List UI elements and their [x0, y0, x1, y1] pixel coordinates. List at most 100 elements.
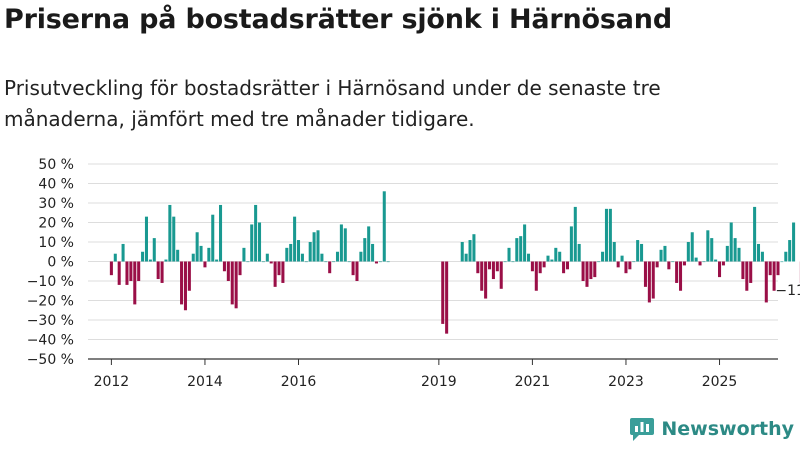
bar — [230, 261, 234, 305]
bar — [242, 247, 246, 262]
bar — [148, 259, 152, 262]
bar — [176, 249, 180, 262]
bar — [304, 261, 308, 263]
bar — [756, 243, 761, 262]
bar — [628, 261, 632, 270]
bar — [667, 261, 671, 270]
bar — [464, 253, 468, 262]
y-tick-label: −20 % — [27, 294, 74, 310]
bar — [694, 257, 698, 262]
y-axis-tick-labels: 50 % 40 % 30 % 20 % 10 % 0 % −10 % −20 % −30 % −4… — [27, 157, 74, 368]
bar — [550, 259, 554, 262]
bar — [523, 224, 527, 262]
bar — [640, 243, 644, 262]
bar — [632, 261, 636, 263]
bar — [234, 261, 238, 309]
bar — [768, 261, 772, 276]
bar — [335, 251, 340, 262]
bar — [760, 251, 764, 262]
bar — [324, 261, 328, 263]
y-tick-label: 30 % — [38, 196, 74, 212]
bar — [647, 261, 651, 303]
bar — [109, 261, 113, 276]
bar — [152, 238, 156, 262]
bar — [476, 261, 480, 274]
bar — [624, 261, 628, 274]
bar — [183, 261, 187, 311]
bar — [733, 238, 737, 262]
bar — [265, 253, 269, 262]
bar — [764, 261, 768, 303]
y-tick-label: 10 % — [38, 235, 74, 251]
bar — [211, 214, 215, 262]
bar — [729, 222, 733, 262]
bar — [254, 204, 258, 262]
y-tick-label: 40 % — [38, 177, 74, 193]
bar — [125, 261, 129, 285]
bar — [491, 261, 495, 280]
bar — [558, 251, 562, 262]
bar — [562, 261, 566, 274]
bar — [519, 236, 523, 262]
x-tick-label: 2021 — [515, 374, 551, 390]
bar — [382, 191, 386, 262]
bar — [281, 261, 285, 283]
bar — [312, 232, 316, 262]
bar — [663, 245, 667, 262]
gridlines — [88, 163, 778, 360]
bar — [721, 261, 725, 266]
bar — [339, 224, 343, 262]
x-tick-label: 2023 — [608, 374, 644, 390]
x-tick-label: 2012 — [94, 374, 130, 390]
bar — [636, 240, 640, 262]
bar — [207, 247, 211, 262]
bar — [690, 232, 694, 262]
bar — [374, 261, 378, 264]
bar — [601, 251, 605, 262]
bar — [643, 261, 647, 287]
bar — [378, 261, 382, 263]
newsworthy-logo: Newsworthy — [629, 416, 794, 442]
bar — [293, 216, 297, 262]
y-tick-label: −40 % — [27, 333, 74, 349]
bar — [612, 242, 616, 262]
bar — [698, 261, 702, 266]
bar — [792, 222, 796, 262]
bar — [589, 261, 593, 280]
bar — [199, 245, 203, 262]
bar — [355, 261, 359, 281]
bar — [577, 243, 581, 262]
bar — [351, 261, 355, 276]
bar — [363, 238, 367, 262]
bar — [495, 261, 499, 272]
x-axis-ticks: 2012 2014 2016 2019 2021 2023 2025 — [94, 359, 737, 390]
bar — [273, 261, 277, 287]
bar — [616, 261, 620, 268]
bar — [472, 234, 476, 262]
bar — [507, 247, 511, 262]
bar — [316, 230, 320, 262]
bar — [246, 261, 250, 263]
bar — [671, 261, 675, 263]
bar — [780, 261, 784, 263]
bar — [659, 249, 663, 262]
newsworthy-logo-icon — [630, 418, 655, 441]
bar — [753, 206, 757, 262]
bar — [285, 247, 289, 262]
bar — [222, 261, 226, 272]
bar — [386, 261, 390, 263]
bar — [343, 228, 347, 262]
bar — [593, 261, 597, 278]
y-tick-label: 50 % — [38, 157, 74, 173]
bar — [530, 261, 534, 272]
bar — [300, 253, 304, 262]
bar — [445, 261, 449, 334]
x-tick-label: 2016 — [281, 374, 317, 390]
bar — [499, 261, 503, 289]
bar — [788, 240, 792, 262]
bar — [121, 243, 125, 262]
bar — [250, 224, 254, 262]
bar — [515, 238, 519, 262]
bar — [460, 242, 464, 262]
